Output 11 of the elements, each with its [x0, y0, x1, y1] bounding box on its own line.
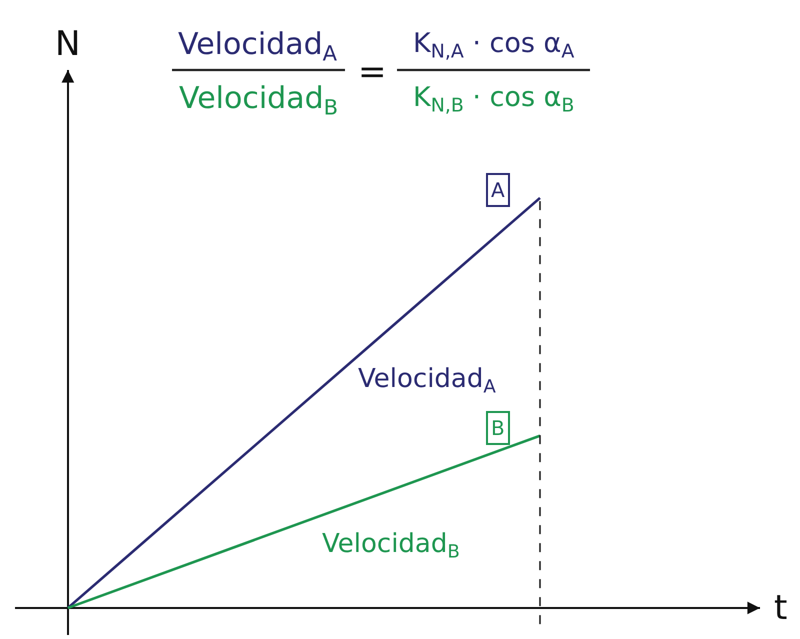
- annotation: Velocidad$_{B}$: [322, 529, 460, 562]
- text: Velocidad$_{B}$: [179, 81, 338, 120]
- x-axis-title: t: [774, 588, 788, 628]
- text: K$_{N,B}$ · cos α$_{B}$: [413, 82, 574, 117]
- text: K$_{N,A}$ · cos α$_{A}$: [413, 28, 574, 63]
- series-label: B: [491, 416, 505, 440]
- y-axis-title: N: [55, 24, 80, 64]
- text: =: [358, 52, 386, 92]
- series-label: A: [491, 178, 505, 202]
- text: Velocidad$_{A}$: [178, 27, 338, 66]
- annotation: Velocidad$_{A}$: [358, 364, 496, 398]
